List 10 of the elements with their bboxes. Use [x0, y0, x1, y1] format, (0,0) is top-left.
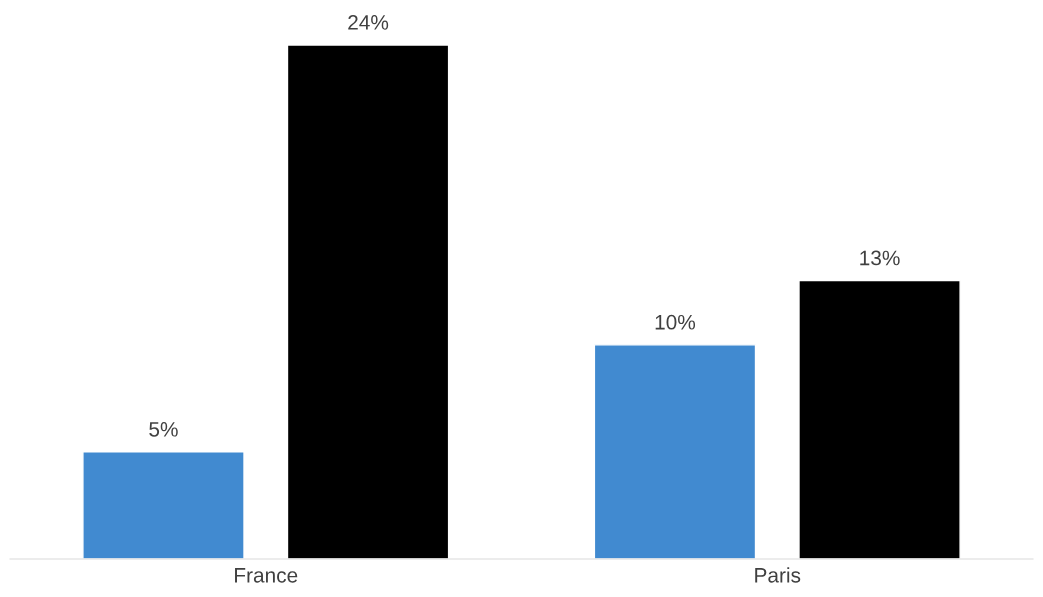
x-tick-label: Paris [755, 567, 801, 583]
bar [82, 451, 245, 559]
bar [798, 279, 961, 559]
data-label: 24% [348, 15, 389, 30]
x-tick-label: France [235, 568, 298, 583]
bar [286, 45, 450, 559]
data-label: 13% [860, 250, 900, 266]
bar [593, 344, 757, 559]
data-label: 10% [655, 314, 696, 330]
data-label: 5% [149, 422, 178, 437]
